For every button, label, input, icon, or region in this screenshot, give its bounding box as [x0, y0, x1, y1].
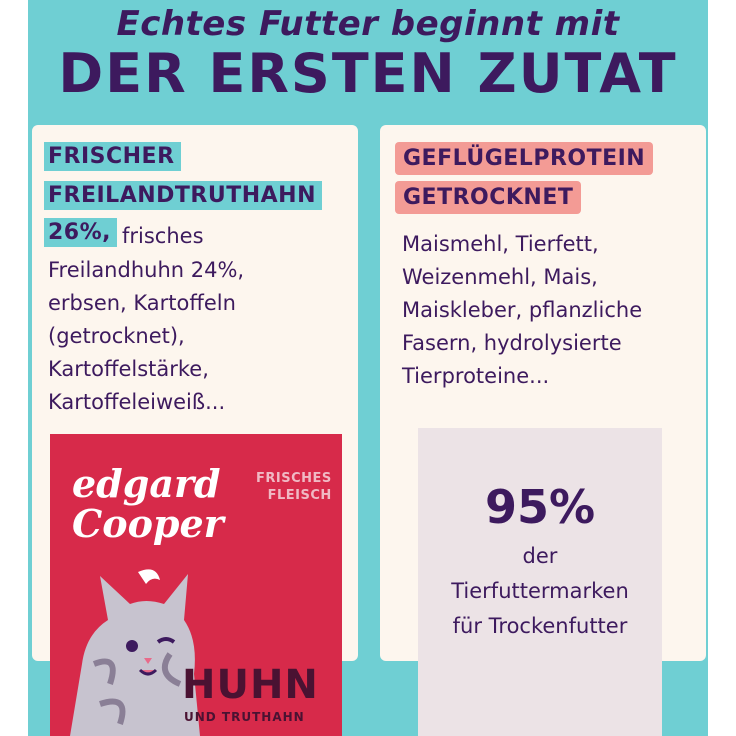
- left-text-first-rest: frisches: [122, 224, 204, 248]
- headline-line-1: Echtes Futter beginnt mit: [116, 4, 620, 44]
- right-highlight-line-2: GETROCKNET: [395, 181, 582, 214]
- brand-logo-line-2: Cooper: [72, 501, 224, 546]
- package-subtitle: UND TRUTHAHN: [184, 710, 305, 724]
- right-text-line-2: Weizenmehl, Mais,: [402, 265, 598, 289]
- stat-text-line-3: für Trockenfutter: [452, 614, 628, 638]
- brand-logo: edgard Cooper: [72, 464, 224, 544]
- right-text-line-3: Maiskleber, pflanzliche: [402, 298, 643, 322]
- fresh-meat-tag-line-1: FRISCHES: [256, 471, 332, 486]
- right-highlight-line-1: GEFLÜGELPROTEIN: [395, 142, 654, 175]
- left-text-line-4: Kartoffelstärke,: [48, 357, 209, 381]
- stat-text-line-1: der: [522, 544, 558, 568]
- product-package: edgard Cooper FRISCHES FLEISCH HUHN UND …: [50, 434, 342, 736]
- left-text-line-3: (getrocknet),: [48, 324, 185, 348]
- fresh-meat-tag: FRISCHES FLEISCH: [256, 470, 332, 504]
- fresh-meat-tag-line-2: FLEISCH: [267, 488, 332, 503]
- left-highlight-line-3: 26%,: [44, 218, 118, 247]
- left-text-line-1: Freilandhuhn 24%,: [48, 258, 245, 282]
- left-text-line-2: erbsen, Kartoffeln: [48, 291, 236, 315]
- stat-text-line-2: Tierfuttermarken: [451, 579, 629, 603]
- cat-illustration: [70, 569, 200, 736]
- left-highlight-line-2: FREILANDTRUTHAHN: [44, 181, 322, 210]
- right-text-line-5: Tierproteine...: [402, 364, 550, 388]
- stat-box: 95% der Tierfuttermarken für Trockenfutt…: [418, 428, 662, 736]
- stat-percentage: 95%: [484, 480, 596, 534]
- right-text-line-4: Fasern, hydrolysierte: [402, 331, 622, 355]
- left-highlight-line-1: FRISCHER: [44, 142, 181, 171]
- right-text-line-1: Maismehl, Tierfett,: [402, 232, 599, 256]
- headline-line-2: DER ERSTEN ZUTAT: [58, 42, 678, 105]
- left-text-line-5: Kartoffeleiweiß...: [48, 390, 226, 414]
- brand-logo-line-1: edgard: [72, 461, 221, 506]
- package-title: HUHN: [182, 662, 319, 708]
